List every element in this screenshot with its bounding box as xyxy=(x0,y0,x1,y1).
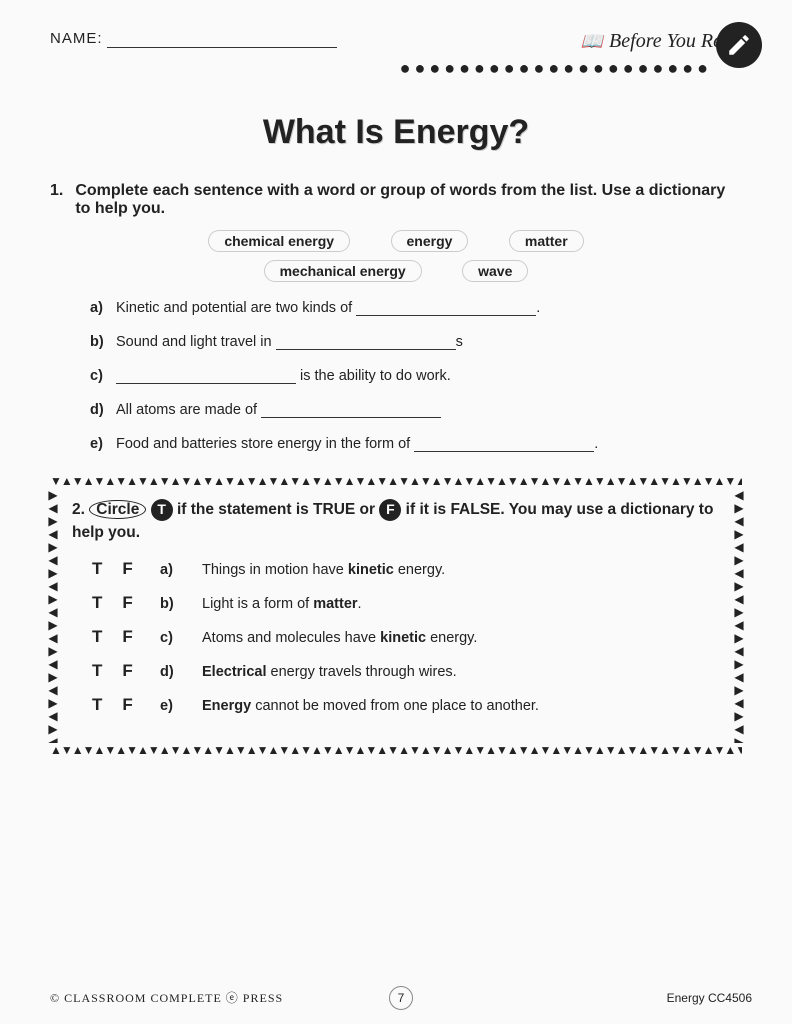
q2-number: 2. xyxy=(72,501,85,518)
tf-item: TFa)Things in motion have kinetic energy… xyxy=(72,559,720,579)
q1-item: e)Food and batteries store energy in the… xyxy=(90,436,742,452)
q1-item: a)Kinetic and potential are two kinds of… xyxy=(90,300,742,316)
false-option[interactable]: F xyxy=(122,593,132,613)
true-option[interactable]: T xyxy=(92,627,102,647)
triangle-border: ▼▲▼▲▼▲▼▲▼▲▼▲▼▲▼▲▼▲▼▲▼▲▼▲▼▲▼▲▼▲▼▲▼▲▼▲▼▲▼▲… xyxy=(50,474,742,488)
tf-item: TFd)Electrical energy travels through wi… xyxy=(72,661,720,681)
false-option[interactable]: F xyxy=(122,627,132,647)
word-option: wave xyxy=(462,260,528,282)
false-badge: F xyxy=(379,499,401,521)
word-option: energy xyxy=(391,230,469,252)
circle-word: Circle xyxy=(89,500,146,519)
false-option[interactable]: F xyxy=(122,559,132,579)
name-field[interactable]: NAME: xyxy=(50,30,337,48)
page-title: What Is Energy? xyxy=(50,113,742,152)
word-bank: chemical energy energy matter mechanical… xyxy=(50,230,742,282)
true-option[interactable]: T xyxy=(92,593,102,613)
true-badge: T xyxy=(151,499,173,521)
footer: © CLASSROOM COMPLETE ⓔ PRESS 7 Energy CC… xyxy=(50,989,752,1006)
triangle-border: ◀▶◀▶◀▶◀▶◀▶◀▶◀▶◀▶◀▶◀▶◀▶◀▶◀▶◀▶◀▶◀▶◀▶◀▶ xyxy=(732,488,746,743)
word-option: mechanical energy xyxy=(264,260,422,282)
word-option: matter xyxy=(509,230,584,252)
reference-code: Energy CC4506 xyxy=(667,991,752,1005)
true-option[interactable]: T xyxy=(92,661,102,681)
name-label: NAME: xyxy=(50,30,103,47)
fill-blank[interactable] xyxy=(261,417,441,418)
true-option[interactable]: T xyxy=(92,695,102,715)
fill-blank[interactable] xyxy=(116,383,296,384)
q1-item: b)Sound and light travel in s xyxy=(90,334,742,350)
q1-sentences: a)Kinetic and potential are two kinds of… xyxy=(90,300,742,452)
q2-prompt: 2. Circle T if the statement is TRUE or … xyxy=(72,498,720,545)
tf-item: TFc)Atoms and molecules have kinetic ene… xyxy=(72,627,720,647)
q1-prompt: Complete each sentence with a word or gr… xyxy=(75,182,742,218)
triangle-border: ▶◀▶◀▶◀▶◀▶◀▶◀▶◀▶◀▶◀▶◀▶◀▶◀▶◀▶◀▶◀▶◀▶◀▶◀ xyxy=(46,488,60,743)
tf-item: TFb)Light is a form of matter. xyxy=(72,593,720,613)
question-1: 1. Complete each sentence with a word or… xyxy=(50,182,742,218)
word-option: chemical energy xyxy=(208,230,350,252)
book-icon: 📖 xyxy=(581,31,603,52)
pencil-icon xyxy=(716,22,762,68)
dot-divider: ●●●●●●●●●●●●●●●●●●●●● xyxy=(400,58,712,79)
tf-list: TFa)Things in motion have kinetic energy… xyxy=(72,559,720,715)
false-option[interactable]: F xyxy=(122,695,132,715)
header-row: NAME: 📖 Before You Read xyxy=(50,30,742,53)
fill-blank[interactable] xyxy=(414,451,594,452)
true-option[interactable]: T xyxy=(92,559,102,579)
tf-item: TFe)Energy cannot be moved from one plac… xyxy=(72,695,720,715)
q1-item: c) is the ability to do work. xyxy=(90,368,742,384)
publisher: © CLASSROOM COMPLETE ⓔ PRESS xyxy=(50,989,283,1006)
triangle-border: ▲▼▲▼▲▼▲▼▲▼▲▼▲▼▲▼▲▼▲▼▲▼▲▼▲▼▲▼▲▼▲▼▲▼▲▼▲▼▲▼… xyxy=(50,743,742,757)
page-number: 7 xyxy=(389,986,413,1010)
q1-item: d)All atoms are made of xyxy=(90,402,742,418)
fill-blank[interactable] xyxy=(356,315,536,316)
name-blank[interactable] xyxy=(107,47,337,48)
q1-number: 1. xyxy=(50,182,63,218)
question-2-box: ▼▲▼▲▼▲▼▲▼▲▼▲▼▲▼▲▼▲▼▲▼▲▼▲▼▲▼▲▼▲▼▲▼▲▼▲▼▲▼▲… xyxy=(50,480,742,751)
false-option[interactable]: F xyxy=(122,661,132,681)
fill-blank[interactable] xyxy=(276,349,456,350)
